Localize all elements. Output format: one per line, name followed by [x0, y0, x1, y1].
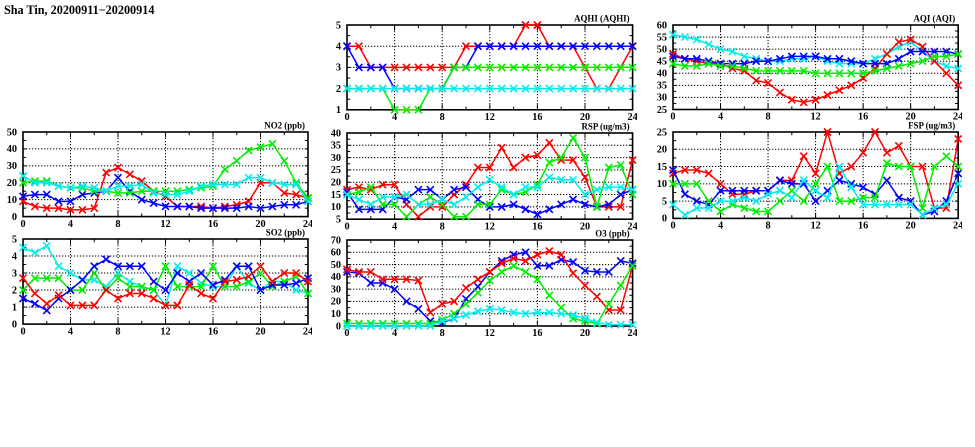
- svg-text:2: 2: [336, 84, 341, 95]
- svg-text:40: 40: [7, 144, 17, 155]
- svg-text:20: 20: [331, 297, 341, 308]
- svg-text:30: 30: [331, 153, 341, 164]
- svg-text:8: 8: [440, 328, 445, 339]
- svg-text:70: 70: [331, 235, 341, 246]
- svg-text:20: 20: [580, 328, 590, 339]
- svg-text:24: 24: [303, 327, 312, 338]
- svg-text:2: 2: [12, 286, 17, 297]
- svg-text:50: 50: [7, 127, 17, 138]
- svg-text:16: 16: [533, 328, 543, 339]
- svg-text:4: 4: [392, 328, 397, 339]
- svg-text:30: 30: [657, 92, 667, 103]
- svg-text:20: 20: [7, 178, 17, 189]
- svg-text:55: 55: [657, 32, 667, 43]
- svg-text:15: 15: [657, 162, 667, 173]
- svg-text:0: 0: [12, 212, 17, 223]
- svg-text:10: 10: [7, 195, 17, 206]
- svg-text:5: 5: [336, 20, 341, 31]
- svg-text:30: 30: [331, 284, 341, 295]
- svg-text:20: 20: [905, 221, 915, 232]
- svg-text:3: 3: [336, 63, 341, 74]
- svg-text:8: 8: [765, 221, 770, 232]
- svg-text:40: 40: [331, 128, 341, 139]
- svg-text:10: 10: [331, 202, 341, 213]
- svg-text:0: 0: [12, 320, 17, 331]
- svg-text:1: 1: [336, 105, 341, 116]
- svg-text:0: 0: [662, 214, 667, 225]
- svg-text:20: 20: [331, 177, 341, 188]
- svg-text:24: 24: [953, 221, 962, 232]
- svg-text:0: 0: [336, 321, 341, 332]
- svg-text:O3 (ppb): O3 (ppb): [596, 228, 630, 238]
- svg-text:25: 25: [657, 127, 667, 138]
- svg-text:FSP (ug/m3): FSP (ug/m3): [908, 121, 955, 131]
- svg-text:4: 4: [718, 221, 723, 232]
- svg-text:5: 5: [12, 235, 17, 246]
- svg-text:60: 60: [331, 247, 341, 258]
- svg-text:40: 40: [331, 272, 341, 283]
- svg-text:4: 4: [336, 41, 341, 52]
- svg-text:AQI (AQI): AQI (AQI): [913, 13, 955, 23]
- svg-text:35: 35: [331, 140, 341, 151]
- svg-text:20: 20: [657, 145, 667, 156]
- svg-text:0: 0: [670, 221, 675, 232]
- svg-text:NO2 (ppb): NO2 (ppb): [264, 121, 305, 131]
- svg-text:30: 30: [7, 161, 17, 172]
- svg-text:50: 50: [657, 44, 667, 55]
- svg-text:3: 3: [12, 269, 17, 280]
- svg-text:SO2 (ppb): SO2 (ppb): [266, 228, 305, 238]
- svg-text:35: 35: [657, 80, 667, 91]
- svg-text:16: 16: [208, 327, 218, 338]
- svg-text:20: 20: [255, 327, 265, 338]
- svg-text:4: 4: [12, 252, 17, 263]
- svg-text:0: 0: [20, 327, 25, 338]
- svg-text:5: 5: [662, 196, 667, 207]
- svg-text:0: 0: [345, 328, 350, 339]
- svg-text:24: 24: [628, 328, 637, 339]
- svg-text:45: 45: [657, 56, 667, 67]
- svg-text:RSP (ug/m3): RSP (ug/m3): [582, 121, 630, 131]
- svg-text:1: 1: [12, 303, 17, 314]
- svg-text:10: 10: [657, 179, 667, 190]
- svg-text:4: 4: [68, 327, 73, 338]
- svg-text:40: 40: [657, 68, 667, 79]
- svg-text:15: 15: [331, 190, 341, 201]
- svg-text:10: 10: [331, 309, 341, 320]
- svg-text:12: 12: [810, 221, 820, 232]
- svg-text:8: 8: [115, 327, 120, 338]
- svg-text:50: 50: [331, 260, 341, 271]
- svg-text:16: 16: [858, 221, 868, 232]
- svg-text:25: 25: [331, 165, 341, 176]
- svg-text:AQHI (AQHI): AQHI (AQHI): [575, 14, 631, 24]
- svg-text:60: 60: [657, 20, 667, 31]
- svg-text:12: 12: [485, 328, 495, 339]
- svg-text:5: 5: [336, 214, 341, 225]
- svg-text:12: 12: [160, 327, 170, 338]
- svg-text:25: 25: [657, 104, 667, 115]
